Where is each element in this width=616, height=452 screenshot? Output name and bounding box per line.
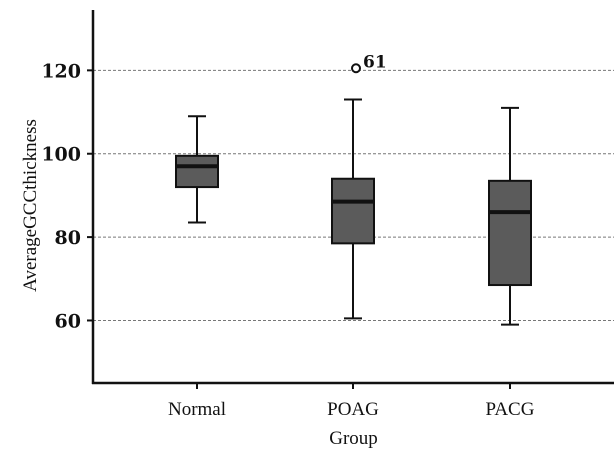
outlier-point xyxy=(351,63,361,74)
iqr-box xyxy=(331,177,375,245)
box-poag: 61 xyxy=(331,52,387,320)
y-axis-title: AverageGCCthickness xyxy=(20,119,41,292)
y-tick-label-100: 100 xyxy=(41,144,81,166)
x-tick-label-pacg: PACG xyxy=(486,399,535,420)
box-pacg xyxy=(488,106,532,326)
y-tick-label-120: 120 xyxy=(41,60,81,82)
iqr-box xyxy=(175,154,219,189)
iqr-box xyxy=(488,179,532,287)
y-tick-label-60: 60 xyxy=(55,310,81,332)
outlier-label: 61 xyxy=(363,52,387,72)
box-normal xyxy=(175,115,219,224)
boxes: 61 xyxy=(175,52,532,326)
x-axis-title: Group xyxy=(329,428,378,449)
axes: 60 80 100 120 Normal POAG PACG xyxy=(41,10,614,420)
x-tick-label-poag: POAG xyxy=(327,399,379,420)
y-tick-label-80: 80 xyxy=(55,227,81,249)
x-tick-label-normal: Normal xyxy=(168,399,226,420)
